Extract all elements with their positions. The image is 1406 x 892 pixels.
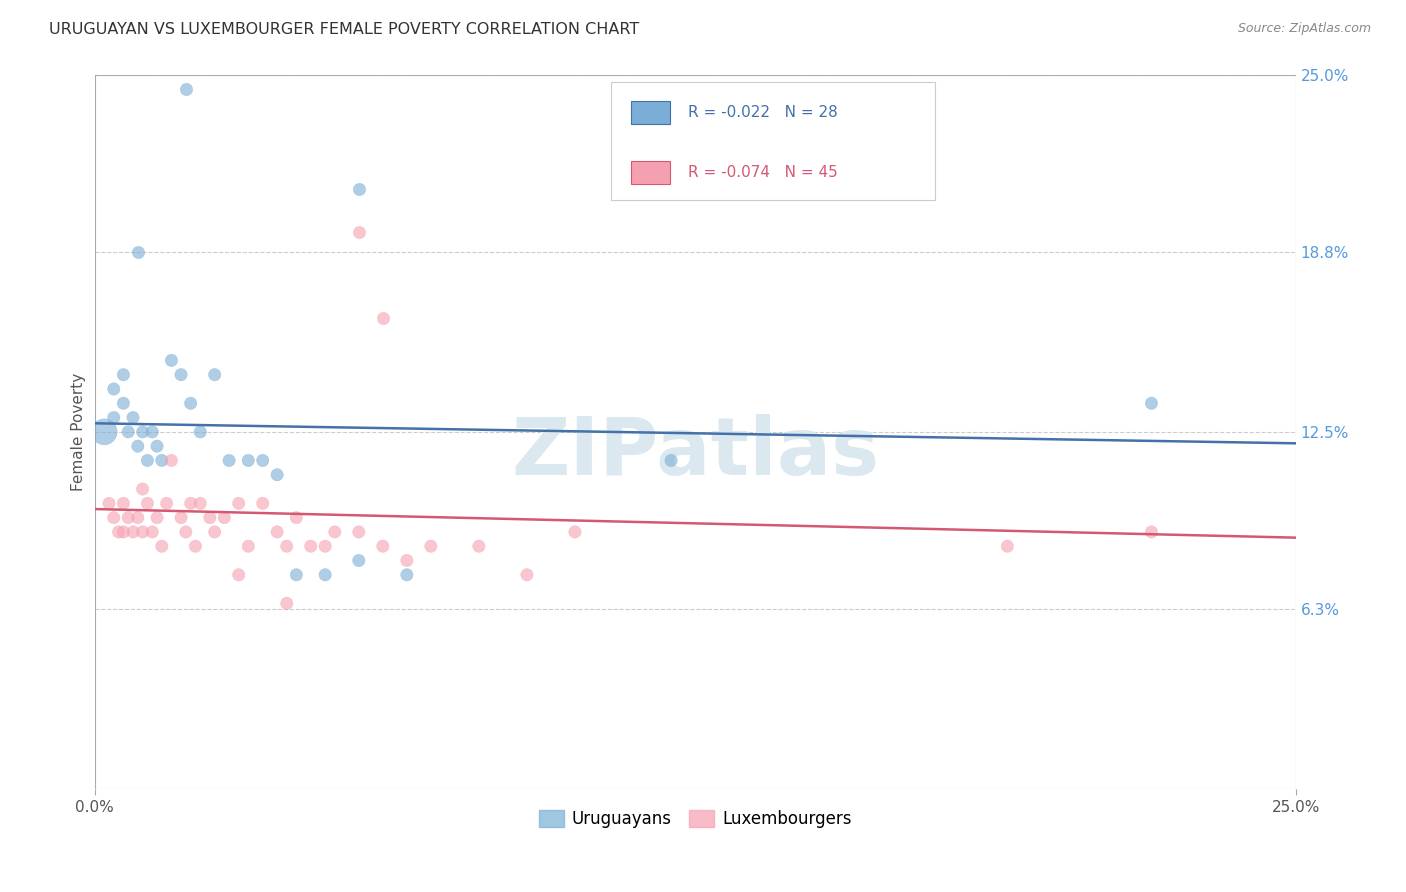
Point [174,82,197,96]
Text: ZIPatlas: ZIPatlas [510,414,879,492]
Point [117,510,139,524]
Text: URUGUAYAN VS LUXEMBOURGER FEMALE POVERTY CORRELATION CHART: URUGUAYAN VS LUXEMBOURGER FEMALE POVERTY… [49,22,640,37]
Point [103,410,125,425]
Point [150,539,173,553]
Text: Source: ZipAtlas.com: Source: ZipAtlas.com [1237,22,1371,36]
Point [93,425,115,439]
Point [285,510,308,524]
Point [122,410,145,425]
Point [156,496,179,510]
Point [214,510,236,524]
Point [180,496,202,510]
Point [238,539,260,553]
Point [131,482,153,496]
Point [198,510,221,524]
Point [228,496,250,510]
Point [395,567,418,582]
Point [276,596,298,610]
Point [419,539,441,553]
Text: R = -0.022   N = 28: R = -0.022 N = 28 [688,105,838,120]
Point [276,539,298,553]
Point [141,425,163,439]
Point [1140,396,1163,410]
Point [117,425,139,439]
Point [122,524,145,539]
Point [516,567,538,582]
FancyBboxPatch shape [631,101,669,124]
Point [112,368,135,382]
Point [314,539,336,553]
Point [170,368,193,382]
FancyBboxPatch shape [612,82,935,200]
Point [204,524,226,539]
Point [323,524,346,539]
Point [127,244,149,259]
Point [347,553,370,567]
Point [1140,524,1163,539]
FancyBboxPatch shape [631,161,669,184]
Point [136,453,159,467]
Point [103,510,125,524]
Point [252,453,274,467]
Point [347,182,370,196]
Point [107,524,129,539]
Point [995,539,1018,553]
Point [160,453,183,467]
Point [266,467,288,482]
Point [371,310,394,325]
Point [371,539,394,553]
Text: R = -0.074   N = 45: R = -0.074 N = 45 [688,165,838,180]
Point [659,453,682,467]
Point [395,553,418,567]
Point [103,382,125,396]
Point [184,539,207,553]
Point [266,524,288,539]
Point [131,524,153,539]
Legend: Uruguayans, Luxembourgers: Uruguayans, Luxembourgers [531,803,858,835]
Point [127,510,149,524]
Point [204,368,226,382]
Point [131,425,153,439]
Point [218,453,240,467]
Point [136,496,159,510]
Point [238,453,260,467]
Point [252,496,274,510]
Point [150,453,173,467]
Point [112,496,135,510]
Point [228,567,250,582]
Point [141,524,163,539]
Point [299,539,322,553]
Point [468,539,491,553]
Point [188,496,211,510]
Point [188,425,211,439]
Point [127,439,149,453]
Point [112,524,135,539]
Y-axis label: Female Poverty: Female Poverty [72,373,86,491]
Point [347,524,370,539]
Point [98,496,121,510]
Point [314,567,336,582]
Point [112,396,135,410]
Point [146,510,169,524]
Point [170,510,193,524]
Point [174,524,197,539]
Point [160,353,183,368]
Point [146,439,169,453]
Point [285,567,308,582]
Point [564,524,586,539]
Point [347,225,370,239]
Point [180,396,202,410]
